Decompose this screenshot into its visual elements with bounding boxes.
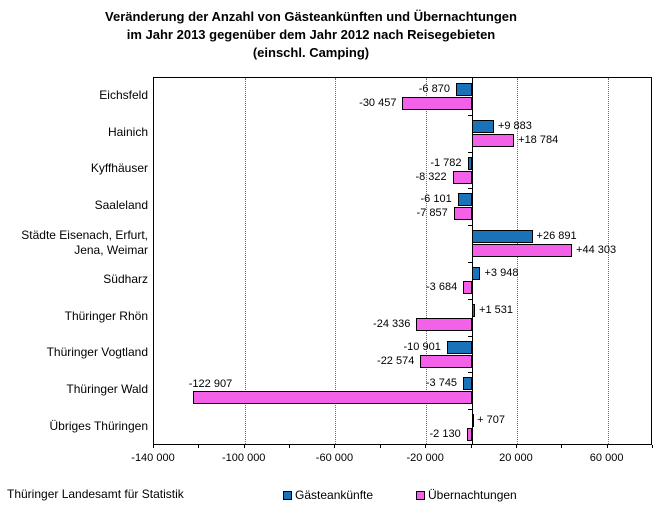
bar-overnight-stays [192, 391, 472, 405]
vertical-gridline [516, 78, 518, 444]
x-axis-tick [243, 445, 245, 448]
category-label: Thüringer Vogtland [46, 345, 148, 360]
bar-guest-arrivals [471, 230, 533, 244]
x-axis-tick-label: -20 000 [406, 452, 444, 464]
category-axis-tick [467, 335, 472, 337]
bar-value-label: -30 457 [359, 97, 397, 109]
bar-guest-arrivals [471, 119, 494, 133]
bar-guest-arrivals [471, 414, 474, 428]
bar-overnight-stays [466, 428, 472, 442]
bar-guest-arrivals [457, 193, 472, 207]
category-axis-tick [467, 298, 472, 300]
vertical-gridline [426, 78, 428, 444]
bar-value-label: -3 745 [425, 377, 458, 390]
bar-value-label: -6 101 [420, 193, 452, 206]
bar-overnight-stays [471, 244, 573, 258]
legend-swatch-guest-arrivals-icon [283, 490, 292, 500]
category-axis-tick [467, 188, 472, 190]
x-axis-tick [425, 445, 427, 448]
x-axis-tick [561, 445, 563, 448]
bar-value-label: +44 303 [576, 244, 617, 257]
category-axis-tick [467, 409, 472, 411]
bar-overnight-stays [463, 281, 472, 294]
bar-guest-arrivals [471, 303, 475, 317]
chart-title-line-1: Veränderung der Anzahl von Gästeankünfte… [105, 9, 517, 24]
category-label: Thüringer Rhön [64, 308, 148, 323]
bar-value-label: +1 531 [479, 303, 513, 316]
legend-label-overnight-stays: Übernachtungen [428, 488, 517, 502]
bar-value-label: -6 870 [418, 83, 450, 95]
category-label: Städte Eisenach, Erfurt, Jena, Weimar [21, 227, 148, 257]
bar-overnight-stays [471, 133, 515, 147]
bar-value-label: -122 907 [188, 378, 233, 391]
category-axis-tick [467, 114, 472, 116]
x-axis-tick [289, 445, 291, 448]
bar-value-label: +3 948 [484, 267, 519, 279]
x-axis-tick [379, 445, 381, 448]
bar-overnight-stays [420, 354, 472, 368]
chart-title-line-3: (einschl. Camping) [252, 45, 370, 60]
legend-label-guest-arrivals: Gästeankünfte [295, 488, 374, 502]
x-axis-tick-label: -140 000 [131, 452, 175, 464]
category-axis-tick [467, 372, 472, 374]
bar-guest-arrivals [455, 83, 472, 96]
bar-value-label: -7 857 [416, 207, 448, 220]
x-axis-tick [153, 445, 154, 448]
bar-value-label: -10 901 [403, 340, 441, 353]
bar-guest-arrivals [471, 267, 481, 280]
x-axis-tick [334, 445, 336, 448]
bar-value-label: -3 684 [426, 281, 458, 293]
x-axis-tick [606, 445, 608, 448]
bar-overnight-stays [453, 207, 472, 221]
category-label: Thüringer Wald [66, 382, 148, 397]
x-axis-tick [470, 445, 472, 448]
category-label: Hainich [107, 124, 148, 139]
bar-value-label: + 707 [477, 414, 505, 427]
vertical-gridline [335, 78, 337, 444]
bar-value-label: +26 891 [536, 230, 577, 243]
x-axis-tick-label: -100 000 [222, 452, 266, 464]
category-axis-tick [467, 225, 472, 227]
legend-item-overnight-stays: Übernachtungen [416, 488, 517, 502]
bar-value-label: -8 322 [415, 170, 447, 183]
x-axis-tick [515, 445, 517, 448]
bar-overnight-stays [452, 170, 472, 184]
vertical-gridline [607, 78, 609, 444]
chart-title: Veränderung der Anzahl von Gästeankünfte… [0, 8, 622, 62]
x-axis-tick-label: 20 000 [499, 452, 533, 464]
bar-overnight-stays [416, 317, 472, 331]
category-axis-tick [467, 151, 472, 153]
bar-value-label: +9 883 [497, 119, 532, 132]
category-label: Südharz [103, 271, 148, 286]
zero-axis-line [471, 78, 473, 444]
x-axis-tick [198, 445, 200, 448]
legend-swatch-overnight-stays-icon [416, 490, 425, 500]
bar-value-label: -24 336 [373, 317, 411, 330]
category-label: Eichsfeld [99, 87, 148, 102]
bar-value-label: -2 130 [429, 428, 461, 441]
category-axis-tick [467, 262, 472, 263]
x-axis-tick [652, 445, 653, 448]
bar-guest-arrivals [467, 156, 472, 170]
source-attribution: Thüringer Landesamt für Statistik [7, 487, 184, 501]
x-axis-tick-label: -60 000 [315, 452, 354, 464]
bar-guest-arrivals [446, 340, 472, 354]
plot-area: -6 870 +9 883 -1 782 -6 101 +26 891 +3 948 +1 … [153, 77, 652, 445]
bar-value-label: -22 574 [377, 354, 415, 367]
category-label: Saaleland [94, 198, 148, 213]
chart-title-line-2: im Jahr 2013 gegenüber dem Jahr 2012 nac… [126, 27, 496, 42]
category-label: Übriges Thüringen [49, 419, 148, 434]
bar-overnight-stays [402, 97, 472, 110]
legend-item-guest-arrivals: Gästeankünfte [283, 488, 373, 502]
bar-value-label: +18 784 [518, 133, 559, 146]
bar-value-label: -1 782 [430, 156, 462, 169]
x-axis-tick-label: 60 000 [589, 452, 624, 464]
category-label: Kyffhäuser [90, 161, 148, 176]
bar-guest-arrivals [463, 377, 472, 391]
vertical-gridline [244, 78, 246, 444]
